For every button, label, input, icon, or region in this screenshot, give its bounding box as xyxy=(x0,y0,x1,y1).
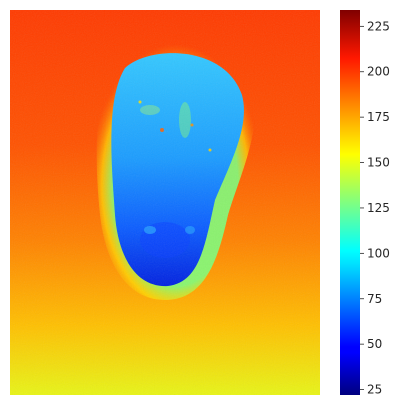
colorbar-ticks: 25 50 75 100 125 150 175 200 225 xyxy=(360,19,390,397)
colorbar-tick-label: 75 xyxy=(367,292,382,306)
colorbar-tick-label: 150 xyxy=(367,156,390,170)
heatmap-noise xyxy=(10,10,320,395)
colorbar-tick-label: 225 xyxy=(367,19,390,33)
colorbar-tick-label: 175 xyxy=(367,110,390,124)
colorbar-gradient xyxy=(340,10,360,395)
colorbar: 25 50 75 100 125 150 175 200 225 xyxy=(340,10,390,397)
colorbar-tick-label: 125 xyxy=(367,201,390,215)
colorbar-tick-label: 200 xyxy=(367,65,390,79)
heatmap-image xyxy=(10,10,320,395)
colorbar-tick-label: 25 xyxy=(367,383,382,397)
colorbar-tick-label: 100 xyxy=(367,246,390,260)
colorbar-tick-label: 50 xyxy=(367,337,382,351)
